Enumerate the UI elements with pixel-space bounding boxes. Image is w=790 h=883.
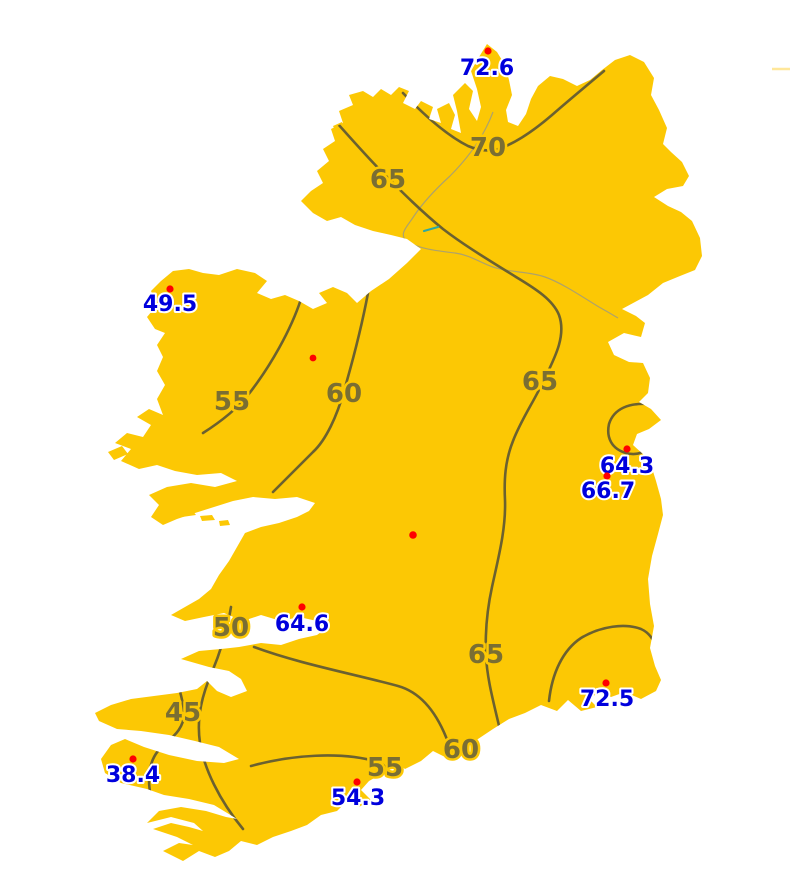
station-value-southeast: 72.5 (580, 687, 634, 712)
contour-label-65-northwest: 65 (370, 165, 406, 195)
contour-line-dublin-loop (606, 402, 653, 456)
ireland-landmass (95, 44, 702, 861)
lake-line (422, 225, 440, 233)
contour-label-55-south: 55 (367, 753, 403, 783)
contour-line-70 (401, 69, 606, 152)
contour-label-50-southwest: 50 (213, 613, 249, 643)
station-dot-east-lower (603, 472, 611, 480)
contour-line-65-west-east (336, 122, 563, 745)
aran-island (219, 520, 230, 526)
northern-ireland-border-line (402, 111, 619, 319)
station-dot-south (353, 778, 361, 786)
contour-label-70: 70 (470, 133, 506, 163)
station-value-south: 54.3 (331, 786, 385, 811)
station-value-north: 72.6 (460, 56, 514, 81)
achill-islet (108, 446, 128, 460)
station-value-east-lower: 66.7 (581, 479, 635, 504)
contour-label-65-south: 65 (468, 640, 504, 670)
aran-island (178, 510, 196, 517)
contour-label-55-west: 55 (214, 387, 250, 417)
station-dot-unlabeled-1 (309, 354, 317, 362)
contour-label-45-southwest: 45 (165, 698, 201, 728)
station-value-southwest: 38.4 (106, 763, 160, 788)
contour-labels-group: 70 65 55 60 65 50 65 45 60 55 (162, 131, 560, 786)
station-dot-midwest (298, 603, 306, 611)
station-dot-southwest (129, 755, 137, 763)
station-value-midwest: 64.6 (275, 612, 329, 637)
contour-label-60-south: 60 (443, 735, 479, 765)
contour-label-60-west: 60 (326, 379, 362, 409)
station-dot-east-upper (623, 445, 631, 453)
contour-line-60-west (271, 291, 370, 494)
islands-group (108, 122, 344, 526)
contour-label-65-east: 65 (522, 367, 558, 397)
station-dot-southeast (602, 679, 610, 687)
aran-island (200, 515, 215, 521)
station-dot-northwest (166, 285, 174, 293)
contour-line-55-west (201, 297, 303, 435)
station-dot-unlabeled-2 (409, 531, 417, 539)
station-dot-north (484, 47, 492, 55)
station-value-northwest: 49.5 (143, 292, 197, 317)
stations-group: 72.6 49.5 64.3 66.7 64.6 72.5 38.4 54.3 (104, 47, 656, 813)
